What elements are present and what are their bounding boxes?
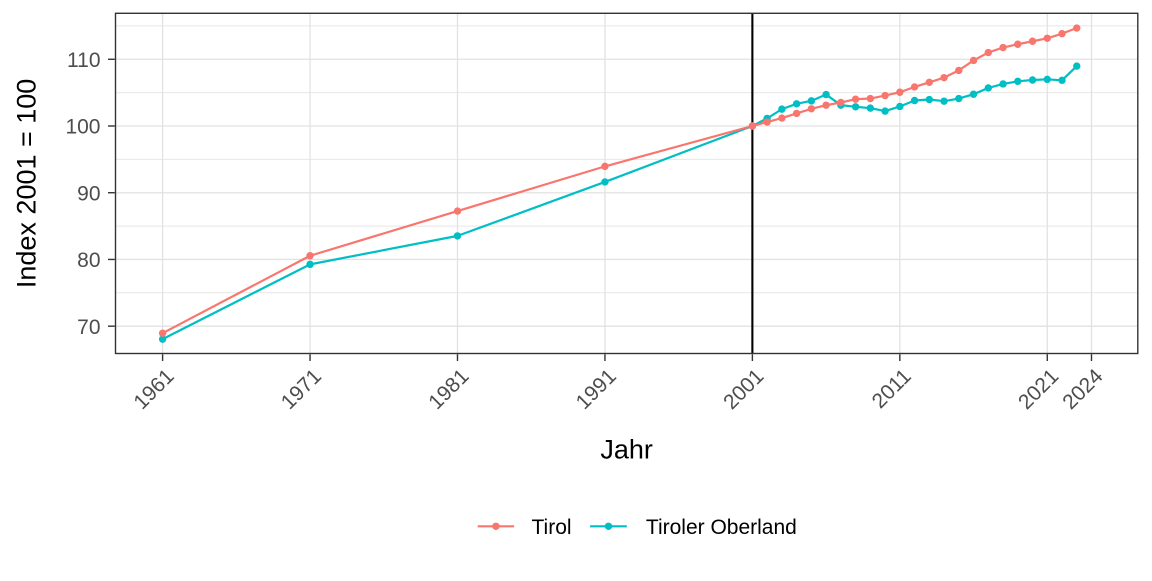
svg-text:Tiroler Oberland: Tiroler Oberland bbox=[646, 516, 797, 539]
svg-text:90: 90 bbox=[77, 182, 100, 205]
svg-text:70: 70 bbox=[77, 316, 100, 339]
svg-text:80: 80 bbox=[77, 249, 100, 272]
svg-text:Tirol: Tirol bbox=[532, 516, 572, 539]
svg-text:Index 2001 = 100: Index 2001 = 100 bbox=[12, 79, 42, 288]
svg-text:100: 100 bbox=[65, 116, 100, 139]
svg-text:Jahr: Jahr bbox=[600, 435, 653, 465]
svg-text:110: 110 bbox=[67, 49, 100, 72]
